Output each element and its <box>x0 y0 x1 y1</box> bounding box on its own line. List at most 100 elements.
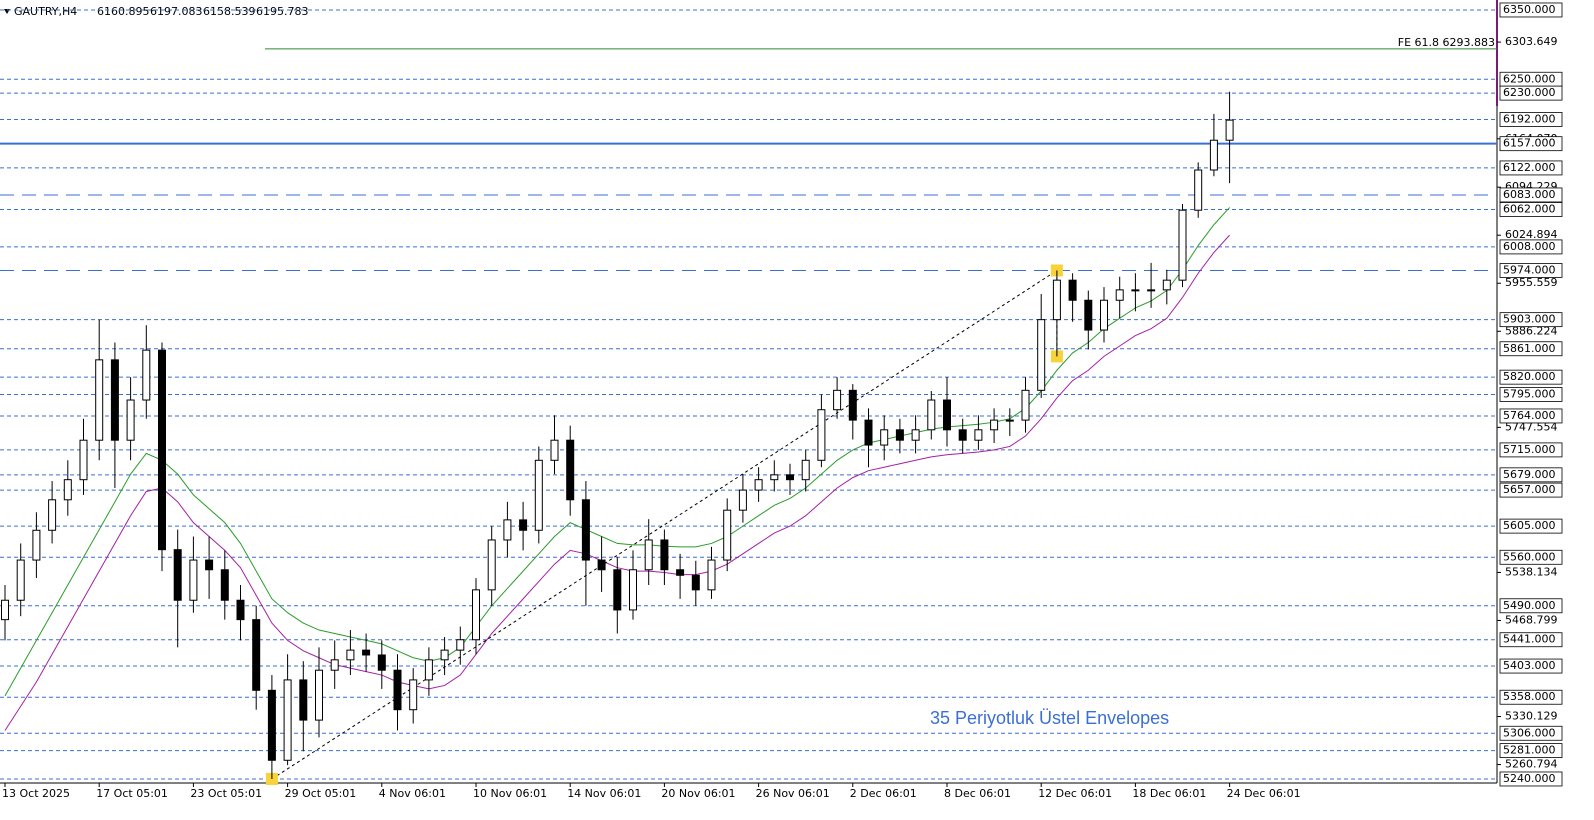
level-label: 6008.000 <box>1503 240 1556 253</box>
candle-body <box>315 669 323 721</box>
y-tick-label: 5886.224 <box>1505 324 1558 337</box>
y-tick-label: 5747.554 <box>1505 420 1558 433</box>
candle-body <box>503 519 512 541</box>
candle-body <box>362 649 371 656</box>
level-label-box <box>1499 85 1563 101</box>
candle-body <box>377 654 386 671</box>
header-value: 6160.895 <box>97 5 150 18</box>
level-label-box <box>1499 689 1563 705</box>
y-tick-label: 5260.794 <box>1505 758 1558 771</box>
level-label: 5657.000 <box>1503 483 1556 496</box>
candle-body <box>519 519 528 531</box>
x-tick-label: 26 Nov 06:01 <box>756 787 830 800</box>
candle-body <box>629 569 637 611</box>
level-label-box <box>1499 2 1563 18</box>
x-tick-label: 4 Nov 06:01 <box>379 787 446 800</box>
candle-body <box>974 429 983 441</box>
level-label: 5903.000 <box>1503 313 1556 326</box>
level-label-box <box>1499 112 1563 127</box>
level-label-box <box>1499 136 1563 152</box>
candle-body <box>220 569 229 601</box>
candle-body <box>1194 169 1203 211</box>
level-label-box <box>1499 771 1563 787</box>
candle-body <box>1084 299 1093 331</box>
candle-body <box>597 559 606 571</box>
candle-body <box>1021 389 1030 421</box>
candle-body <box>126 399 135 441</box>
candle-body <box>723 509 732 561</box>
x-tick-label: 20 Nov 06:01 <box>661 787 735 800</box>
candle-body <box>48 499 57 531</box>
candle-body <box>1068 279 1077 301</box>
x-tick-label: 24 Dec 06:01 <box>1227 787 1301 800</box>
candle-body <box>142 349 151 401</box>
candle-body <box>205 559 214 571</box>
level-label: 5795.000 <box>1503 387 1556 400</box>
level-label: 5441.000 <box>1503 633 1556 646</box>
header-value: 6195.783 <box>256 5 309 18</box>
candle-body <box>158 349 166 551</box>
candle-body <box>566 439 575 501</box>
candle-body <box>110 359 119 441</box>
level-label-box <box>1499 369 1563 385</box>
y-tick-label: 6024.894 <box>1505 228 1558 241</box>
candle-body <box>16 559 25 601</box>
candle-body <box>990 419 999 431</box>
level-label: 5358.000 <box>1503 690 1556 703</box>
level-label-box <box>1499 239 1563 255</box>
level-label: 5403.000 <box>1503 659 1556 672</box>
candle-body <box>409 679 418 711</box>
header-value: 6158.539 <box>203 5 256 18</box>
candle-body <box>927 399 936 431</box>
level-label-box <box>1499 408 1563 424</box>
level-label-box <box>1499 632 1563 648</box>
candle-body <box>1 599 9 621</box>
candle-body <box>644 539 653 571</box>
candle-body <box>236 599 245 621</box>
candle-body <box>1209 139 1218 171</box>
candle-body <box>1005 419 1014 422</box>
candle-body <box>817 409 826 461</box>
candle-body <box>487 539 496 591</box>
level-label-box <box>1499 518 1563 534</box>
level-label-box <box>1499 202 1563 217</box>
level-label-box <box>1499 312 1563 328</box>
candle-body <box>283 679 292 761</box>
level-label: 6157.000 <box>1503 137 1556 150</box>
y-tick-label: 6303.649 <box>1505 35 1558 48</box>
y-tick-label: 5955.559 <box>1505 276 1558 289</box>
level-label-box <box>1499 658 1563 674</box>
candle-body <box>1115 289 1124 301</box>
candle-body <box>613 569 622 611</box>
candle-body <box>707 559 716 591</box>
level-label: 5861.000 <box>1503 342 1556 355</box>
level-label-box <box>1499 387 1563 402</box>
candle-body <box>1052 279 1061 321</box>
candle-body <box>550 439 559 461</box>
level-label-box <box>1499 467 1563 483</box>
candle-body <box>880 429 889 446</box>
x-tick-label: 18 Dec 06:01 <box>1132 787 1206 800</box>
level-label: 5240.000 <box>1503 772 1556 785</box>
candle-body <box>63 479 72 501</box>
candle-body <box>173 549 182 601</box>
level-label: 5820.000 <box>1503 370 1556 383</box>
candle-body <box>958 429 967 441</box>
level-label: 5679.000 <box>1503 468 1556 481</box>
x-tick-label: 14 Nov 06:01 <box>567 787 641 800</box>
candle-body <box>534 459 543 531</box>
candle-body <box>440 649 449 661</box>
candle-body <box>801 459 810 481</box>
level-label: 5974.000 <box>1503 263 1556 276</box>
level-label-box <box>1499 187 1563 203</box>
level-label: 5306.000 <box>1503 726 1556 739</box>
level-label: 5560.000 <box>1503 550 1556 563</box>
candle-body <box>330 659 339 671</box>
candle-body <box>660 539 669 571</box>
candle-body <box>738 489 747 511</box>
x-tick-label: 10 Nov 06:01 <box>473 787 547 800</box>
level-label: 6122.000 <box>1503 161 1556 174</box>
candle-body <box>424 659 433 681</box>
level-label-box <box>1499 341 1563 357</box>
y-tick-label: 5468.799 <box>1505 613 1558 626</box>
